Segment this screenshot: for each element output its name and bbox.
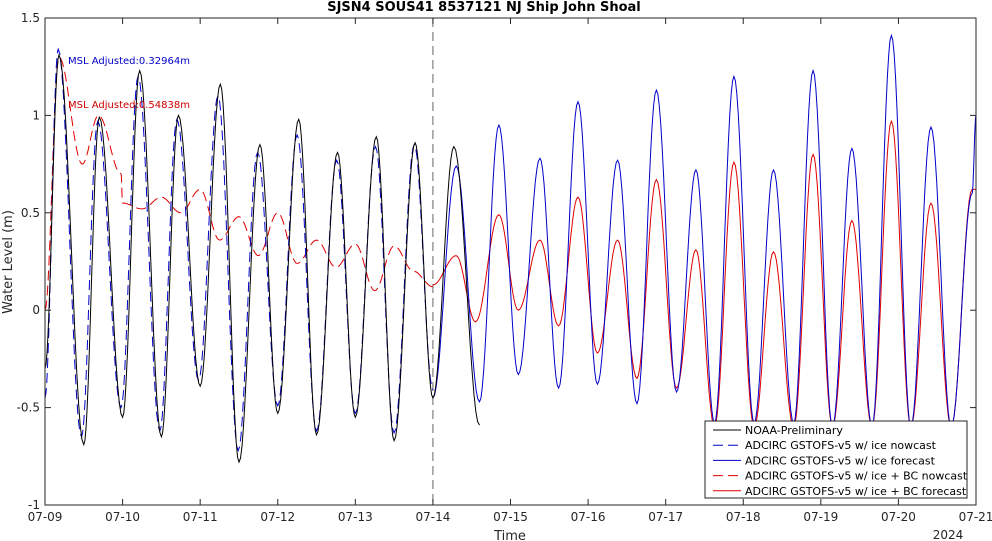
y-tick-label: 0 xyxy=(32,303,40,317)
y-tick-label: 1 xyxy=(32,108,40,122)
series-line-3 xyxy=(45,56,433,311)
y-tick-label: 0.5 xyxy=(21,206,40,220)
y-tick-label: -1 xyxy=(28,498,40,512)
msl-annotation-1: MSL Adjusted:0.54838m xyxy=(68,100,190,111)
x-tick-label: 07-15 xyxy=(493,510,528,524)
y-tick-label: -0.5 xyxy=(17,401,40,415)
msl-annotation-0: MSL Adjusted:0.32964m xyxy=(68,56,190,67)
x-tick-label: 07-10 xyxy=(105,510,140,524)
legend: NOAA-Preliminary ADCIRC GSTOFS-v5 w/ ice … xyxy=(704,420,968,499)
x-tick-label: 07-14 xyxy=(415,510,450,524)
x-tick-label: 07-13 xyxy=(338,510,373,524)
x-tick-label: 07-18 xyxy=(726,510,761,524)
x-axis-label: Time xyxy=(493,529,526,541)
legend-entry: ADCIRC GSTOFS-v5 w/ ice forecast xyxy=(745,454,936,467)
chart-title: SJSN4 SOUS41 8537121 NJ Ship John Shoal xyxy=(327,0,641,15)
legend-entry: ADCIRC GSTOFS-v5 w/ ice + BC forecast xyxy=(745,485,967,498)
x-tick-label: 07-11 xyxy=(183,510,218,524)
series-line-0 xyxy=(45,53,480,464)
legend-entry: NOAA-Preliminary xyxy=(745,424,843,437)
legend-entry: ADCIRC GSTOFS-v5 w/ ice + BC nowcast xyxy=(745,470,968,483)
year-label: 2024 xyxy=(933,528,964,541)
x-tick-label: 07-12 xyxy=(260,510,295,524)
x-tick-label: 07-21 xyxy=(959,510,992,524)
series-line-1 xyxy=(45,47,434,453)
x-tick-label: 07-16 xyxy=(571,510,606,524)
legend-box xyxy=(704,420,968,499)
y-axis-label: Water Level (m) xyxy=(1,210,16,314)
y-tick-label: 1.5 xyxy=(21,11,40,25)
legend-entry: ADCIRC GSTOFS-v5 w/ ice nowcast xyxy=(745,439,937,452)
x-tick-label: 07-17 xyxy=(648,510,683,524)
x-tick-label: 07-09 xyxy=(28,510,63,524)
x-tick-label: 07-20 xyxy=(881,510,916,524)
x-tick-label: 07-19 xyxy=(803,510,838,524)
